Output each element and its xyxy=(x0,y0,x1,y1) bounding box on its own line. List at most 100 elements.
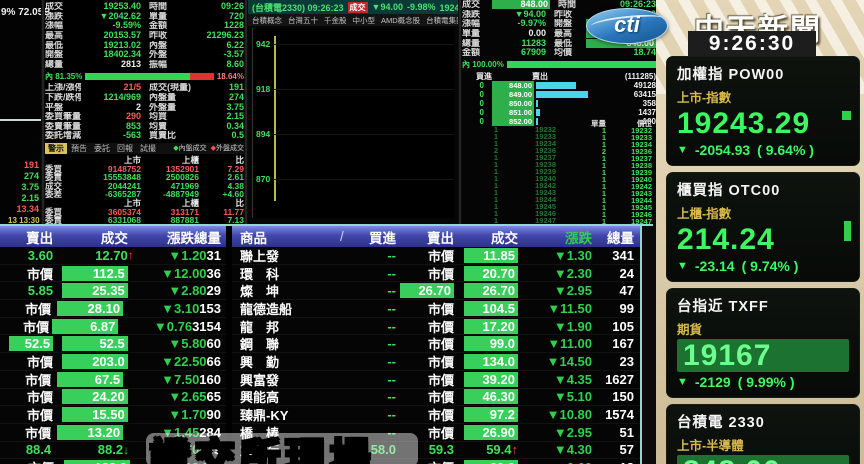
table-row[interactable]: 52.5 52.5 ▼5.80 60 xyxy=(0,335,226,354)
label: 內盤 xyxy=(149,40,168,50)
tab-試撮[interactable]: 試撮 xyxy=(140,143,156,153)
table-row[interactable]: 市價 112.5 ▼12.00 36 xyxy=(0,265,226,283)
table-row[interactable]: 橋 椿 -- 市價 26.90 ▼2.95 51 xyxy=(232,424,640,442)
turnover-corner-text: 9% 72.05B xyxy=(1,7,51,18)
label: 最高 xyxy=(554,29,573,39)
quote-price: 19167 xyxy=(677,339,849,372)
value: 313171 xyxy=(170,206,199,217)
price: 19233 xyxy=(631,133,652,142)
price: 19239 xyxy=(631,168,652,177)
trade-price: 26.90 xyxy=(454,424,518,440)
column-header: 上市 xyxy=(123,155,141,166)
buy-price: -- xyxy=(387,283,396,299)
table-row[interactable]: 市價 24.20 ▼2.65 65 xyxy=(0,389,226,407)
price: 19236 xyxy=(631,147,652,156)
price: 19244 xyxy=(535,195,556,204)
y-axis-tick: 894 xyxy=(256,129,271,139)
total-volume: 105 xyxy=(612,318,634,334)
table-row[interactable]: 市價 122.0 ▼13.5 xyxy=(0,459,226,464)
label: 總量 xyxy=(45,59,64,69)
bezel xyxy=(226,226,232,464)
change: ▼1.20 xyxy=(168,247,207,263)
table-row[interactable]: 龍德造船 -- 市價 104.5 ▼11.50 99 xyxy=(232,300,640,318)
tab-千金股[interactable]: 千金股 xyxy=(324,15,347,25)
header-slash: / xyxy=(340,229,344,244)
sell-price: 市價 xyxy=(427,408,454,424)
sell-price: 88.4 xyxy=(25,442,52,458)
value: 191 xyxy=(23,160,39,170)
label: 上漲/漲停 xyxy=(45,83,81,93)
data-row: 委買 9148752 1352901 7.29 xyxy=(45,163,244,174)
tab-台積概念[interactable]: 台積概念 xyxy=(252,15,282,25)
table-row[interactable]: 震旦行 58.0 59.3 59.4↑ ▼4.30 57 xyxy=(232,442,640,460)
label: 委買 xyxy=(45,163,63,174)
change: ▼22.50 xyxy=(161,353,207,369)
data-row: 成交 848.00 時間 09:26:23 xyxy=(462,0,656,10)
price-text: 88.2 xyxy=(97,442,124,458)
change: ▼14.50 xyxy=(546,353,592,369)
value: 7.13 xyxy=(227,215,244,226)
table-row[interactable]: 鋼 聯 -- 市價 99.0 ▼11.00 167 xyxy=(232,335,640,354)
trade-price: 88.2 xyxy=(51,442,123,457)
change: ▼6.60 xyxy=(518,460,592,464)
change: ▼2.95 xyxy=(553,424,592,440)
buy-volume: 0 xyxy=(479,98,484,108)
tab-預告[interactable]: 預告 xyxy=(71,143,87,153)
table-row[interactable]: 燦 坤 -- 26.70 26.70 ▼2.95 47 xyxy=(232,282,640,301)
price: 19233 xyxy=(535,132,556,141)
book-row[interactable]: 0 851.00 1437 xyxy=(462,107,656,117)
table-row[interactable]: 臻鼎-KY -- 市價 97.2 ▼10.80 1574 xyxy=(232,406,640,424)
table-row[interactable]: 興 勤 -- 市價 134.0 ▼14.50 23 xyxy=(232,353,640,371)
table-row[interactable]: 環 科 -- 市價 20.70 ▼2.30 24 xyxy=(232,265,640,283)
lot-count: 1 xyxy=(601,126,606,135)
lot-count: 1 xyxy=(601,203,606,212)
tick-row: 1 19238 xyxy=(468,160,556,169)
table-row[interactable]: 88.4 88.2 ↓ ▼8.70 459 xyxy=(0,442,226,460)
table-row[interactable]: 興能高 -- 市價 46.30 ▼5.10 150 xyxy=(232,389,640,407)
book-row[interactable]: 0 850.00 358 xyxy=(462,98,656,108)
book-row[interactable]: 0 852.00 100 xyxy=(462,116,656,126)
trade-price: 26.70 xyxy=(454,283,518,299)
label: 均價 xyxy=(554,48,573,58)
mini-chart-axis-label: 13 13:30 xyxy=(8,216,40,225)
monitor-left-sliver: 9% 72.05B 191 274 3.75 2.15 13.34 13 13:30 xyxy=(0,0,50,226)
table-row[interactable]: 聯上發 -- 市價 11.85 ▼1.30 341 xyxy=(232,247,640,265)
table-row[interactable]: 市價 13.20 ▼1.45 284 xyxy=(0,424,226,442)
book-row[interactable]: 0 849.00 63415 xyxy=(462,89,656,99)
tab-中小型[interactable]: 中小型 xyxy=(352,15,376,25)
price: 19245 xyxy=(535,202,556,211)
table-row[interactable]: 市價 28.10 ▼3.10 153 xyxy=(0,300,226,318)
table-row[interactable]: 興富發 -- 市價 39.20 ▼4.35 1627 xyxy=(232,371,640,389)
table-row[interactable]: 龍 邦 -- 市價 17.20 ▼1.90 105 xyxy=(232,318,640,336)
quote-price: 214.24 xyxy=(677,223,775,256)
table-row[interactable]: 市價 67.5 ▼7.50 160 xyxy=(0,371,226,389)
table-row[interactable]: 市價 203.0 ▼22.50 66 xyxy=(0,353,226,371)
price: 19246 xyxy=(631,210,652,219)
total-volume: 90 xyxy=(206,407,221,423)
price-text: 12.70 xyxy=(95,247,128,263)
sell-price: 市價 xyxy=(427,337,454,353)
table-row[interactable]: 3.60 12.70 ↑ ▼1.20 31 xyxy=(0,247,226,265)
tab-台積電集團[interactable]: 台積電集團 xyxy=(426,15,458,25)
tab-AMD概念股[interactable]: AMD概念股 xyxy=(381,15,421,25)
price: 19234 xyxy=(631,140,652,149)
table-row[interactable]: 市價 6.87 ▼0.76 3154 xyxy=(0,318,226,336)
highlight-cell: 46.30 xyxy=(464,389,518,405)
data-row: 漲跌 ▼2042.62 單量 720 xyxy=(45,11,244,22)
total-volume: 3154 xyxy=(192,318,221,334)
table-row[interactable]: 5.85 25.35 ▼2.80 29 xyxy=(0,282,226,301)
quote-category: 上市-半導體 xyxy=(677,439,744,453)
price: 19238 xyxy=(535,160,556,169)
tab-台灣五十[interactable]: 台灣五十 xyxy=(288,15,318,25)
value: 9148752 xyxy=(107,163,141,174)
label: 成交 xyxy=(45,180,63,191)
data-row: 開盤 18402.34 外盤 -3.57 xyxy=(45,50,244,60)
trade-price: 104.5 xyxy=(454,300,518,316)
tab-警示[interactable]: 警示 xyxy=(45,142,67,154)
tab-回報[interactable]: 回報 xyxy=(117,143,133,153)
book-row[interactable]: 0 848.00 49128 xyxy=(462,80,656,90)
table-row[interactable]: 市價 15.50 ▼1.70 90 xyxy=(0,406,226,424)
gridline xyxy=(273,134,454,135)
tab-委託[interactable]: 委託 xyxy=(94,143,110,153)
